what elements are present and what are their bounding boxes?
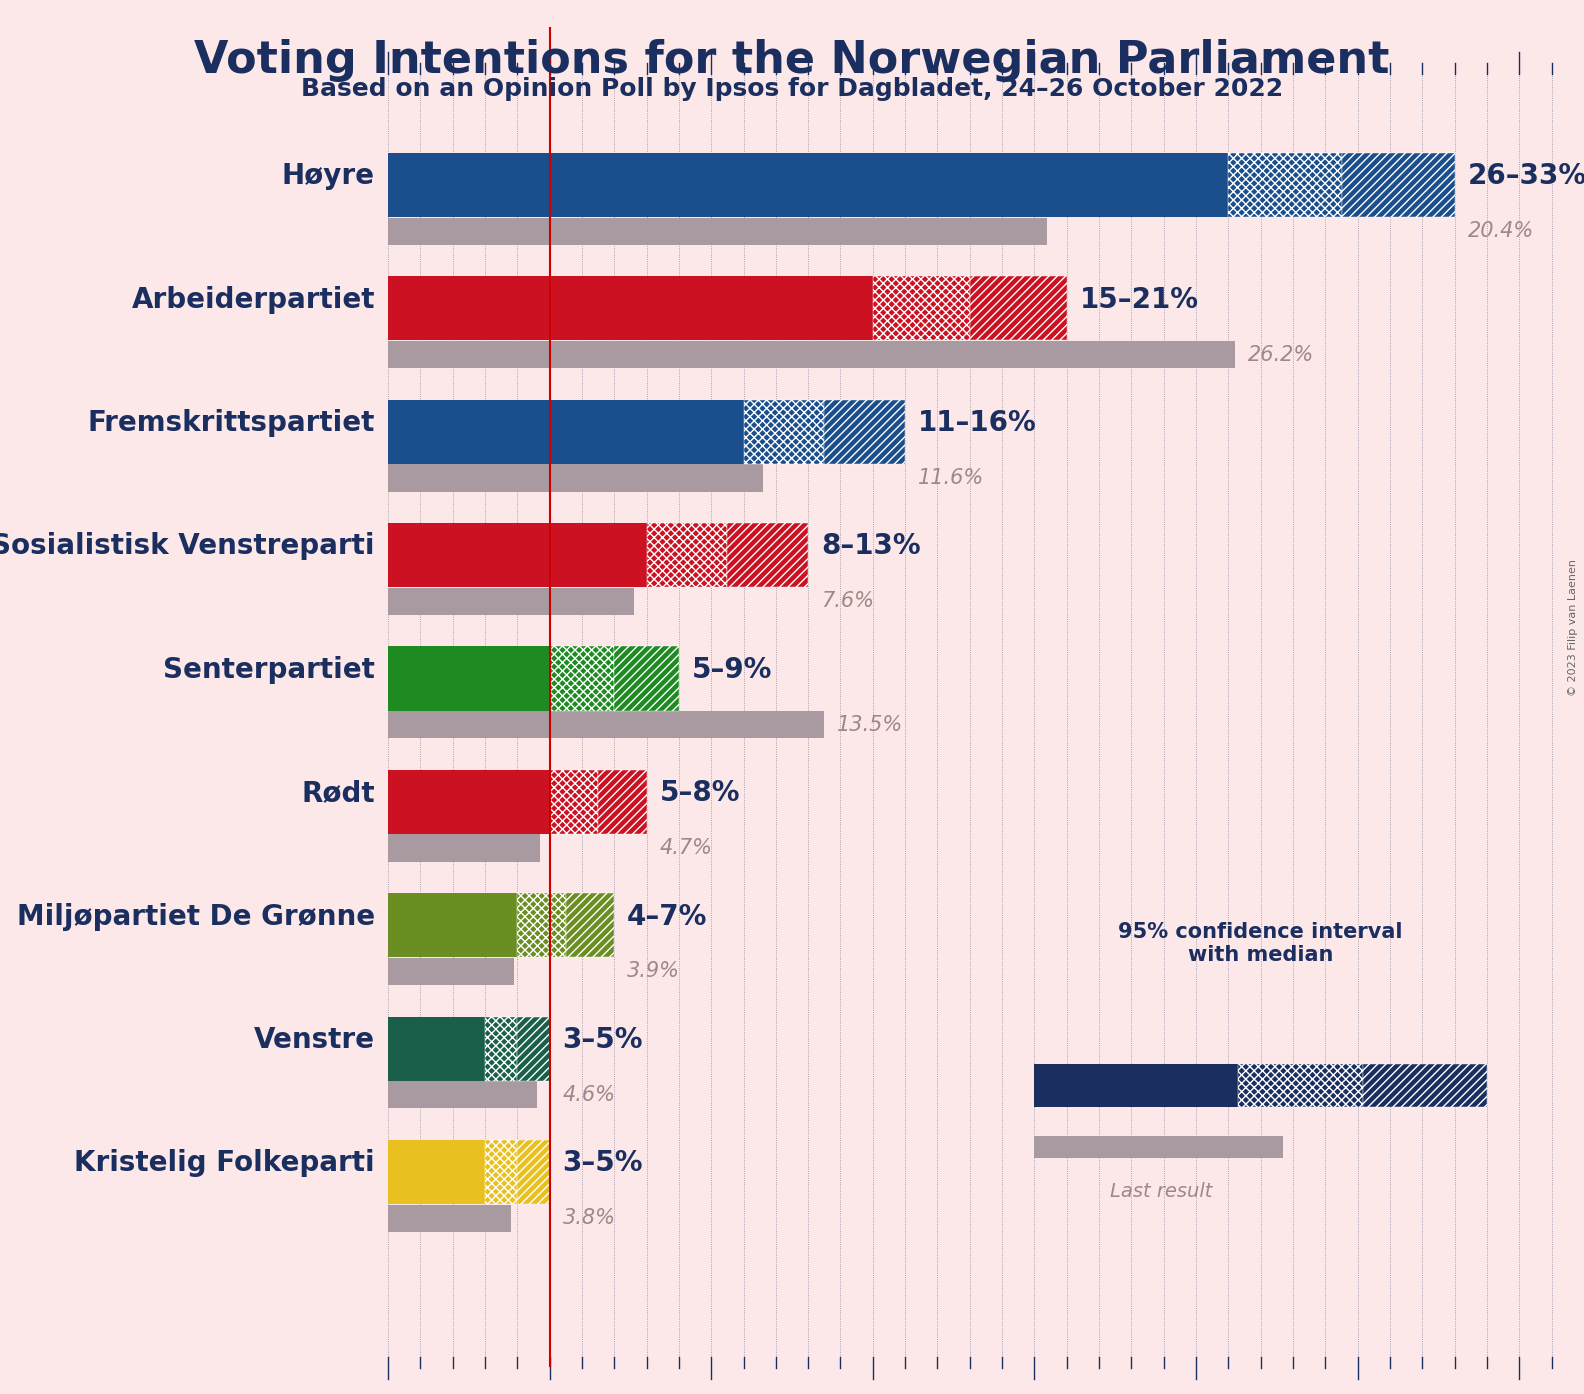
Text: 3.8%: 3.8% [562, 1209, 616, 1228]
Text: 95% confidence interval
with median: 95% confidence interval with median [1118, 921, 1403, 965]
Text: Senterpartiet: Senterpartiet [163, 655, 375, 684]
Bar [565, 894, 615, 958]
Bar [388, 464, 763, 492]
Text: 15–21%: 15–21% [1080, 286, 1199, 314]
Bar [727, 523, 808, 587]
Bar [518, 1140, 550, 1204]
Bar [1239, 1064, 1362, 1107]
Text: Voting Intentions for the Norwegian Parliament: Voting Intentions for the Norwegian Parl… [195, 39, 1389, 82]
Bar [388, 1204, 510, 1232]
Text: Arbeiderpartiet: Arbeiderpartiet [131, 286, 375, 314]
Text: 4.7%: 4.7% [659, 838, 713, 859]
Bar [1034, 1136, 1283, 1158]
Bar [388, 1140, 485, 1204]
Text: 11–16%: 11–16% [919, 408, 1038, 438]
Text: Kristelig Folkeparti: Kristelig Folkeparti [74, 1149, 375, 1178]
Bar [1034, 1064, 1239, 1107]
Bar [485, 1140, 518, 1204]
Bar [388, 647, 550, 711]
Bar [388, 769, 550, 834]
Text: 11.6%: 11.6% [919, 468, 984, 488]
Bar [388, 217, 1047, 245]
Bar [388, 1082, 537, 1108]
Bar [550, 769, 599, 834]
Bar [388, 400, 743, 464]
Bar [518, 894, 565, 958]
Bar [1342, 153, 1454, 217]
Text: 3–5%: 3–5% [562, 1149, 643, 1178]
Bar [615, 647, 680, 711]
Text: Høyre: Høyre [282, 163, 375, 191]
Bar [1362, 1064, 1487, 1107]
Bar [599, 769, 646, 834]
Text: 4–7%: 4–7% [627, 902, 708, 931]
Text: Sosialistisk Venstreparti: Sosialistisk Venstreparti [0, 533, 375, 560]
Bar [388, 894, 518, 958]
Bar [388, 835, 540, 861]
Text: Miljøpartiet De Grønne: Miljøpartiet De Grønne [17, 902, 375, 931]
Text: Last result: Last result [1110, 1182, 1212, 1200]
Bar [388, 1016, 485, 1080]
Text: 5–8%: 5–8% [659, 779, 740, 807]
Text: 3.9%: 3.9% [627, 962, 680, 981]
Bar [550, 647, 615, 711]
Text: 4.6%: 4.6% [562, 1085, 616, 1105]
Text: 5–9%: 5–9% [692, 655, 771, 684]
Text: 20.4%: 20.4% [1468, 222, 1533, 241]
Text: 26.2%: 26.2% [1248, 344, 1315, 365]
Text: 3–5%: 3–5% [562, 1026, 643, 1054]
Text: Rødt: Rødt [301, 779, 375, 807]
Bar [969, 276, 1066, 340]
Bar [388, 342, 1236, 368]
Text: Fremskrittspartiet: Fremskrittspartiet [87, 408, 375, 438]
Text: 8–13%: 8–13% [821, 533, 920, 560]
Bar [646, 523, 727, 587]
Bar [388, 276, 873, 340]
Bar [518, 1016, 550, 1080]
Bar [873, 276, 969, 340]
Bar [388, 711, 824, 739]
Text: Venstre: Venstre [253, 1026, 375, 1054]
Bar [388, 523, 646, 587]
Text: Based on an Opinion Poll by Ipsos for Dagbladet, 24–26 October 2022: Based on an Opinion Poll by Ipsos for Da… [301, 77, 1283, 100]
Bar [743, 400, 824, 464]
Bar [485, 1016, 518, 1080]
Bar [1229, 153, 1342, 217]
Text: 13.5%: 13.5% [838, 715, 903, 735]
Bar [824, 400, 904, 464]
Text: 26–33%: 26–33% [1468, 163, 1584, 191]
Text: 7.6%: 7.6% [821, 591, 874, 612]
Bar [388, 958, 513, 986]
Bar [388, 588, 634, 615]
Text: © 2023 Filip van Laenen: © 2023 Filip van Laenen [1568, 559, 1578, 696]
Bar [388, 153, 1229, 217]
